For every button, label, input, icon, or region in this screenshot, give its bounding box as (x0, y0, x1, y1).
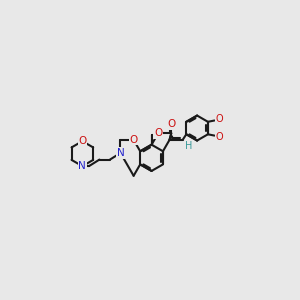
Text: O: O (154, 128, 162, 138)
Text: H: H (184, 140, 192, 151)
Text: O: O (167, 119, 176, 129)
Text: O: O (78, 136, 86, 146)
Text: O: O (130, 135, 138, 145)
Text: O: O (216, 132, 224, 142)
Text: O: O (216, 114, 224, 124)
Text: N: N (117, 148, 124, 158)
Text: N: N (79, 161, 86, 171)
Text: N: N (79, 161, 86, 171)
